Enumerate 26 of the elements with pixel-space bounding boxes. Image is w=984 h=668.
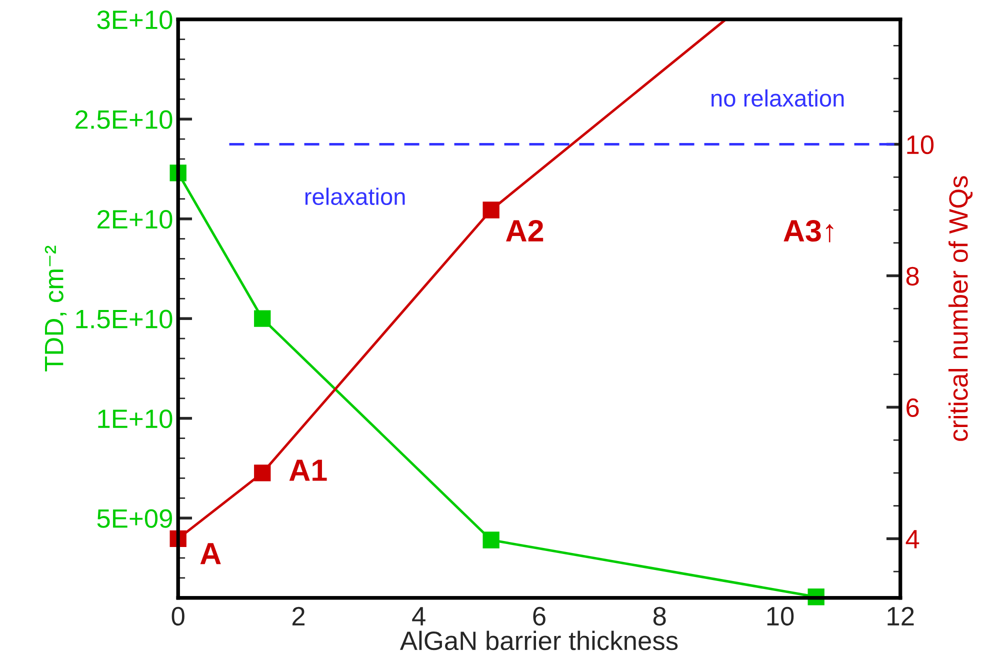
annotation: no relaxation [712, 89, 844, 107]
annotation: A3↑ [784, 220, 834, 242]
y-axis-title: TDD, cm⁻² [44, 246, 67, 372]
x-tick-label: 0 [172, 606, 184, 626]
y2-axis-title: critical number of WQs [948, 176, 973, 441]
annotation: A [200, 543, 221, 564]
x-tick-label: 12 [888, 606, 914, 626]
y-tick-label: 2.5E+10 [76, 110, 172, 129]
y-tick-label: 1E+10 [98, 409, 172, 428]
y-tick-label: 5E+09 [97, 509, 172, 528]
y2-tick-label: 6 [906, 398, 919, 418]
y-tick-label: 3E+10 [97, 10, 172, 30]
y-tick-label: 1.5E+10 [76, 310, 172, 328]
y-tick-label: 2E+10 [98, 210, 172, 229]
annotation: A2 [506, 220, 544, 242]
x-tick-label: 8 [653, 606, 666, 626]
annotation: A1 [289, 460, 327, 481]
y2-tick-label: 4 [906, 530, 920, 548]
y2-tick-label: 10 [907, 135, 934, 154]
x-tick-label: 10 [767, 606, 794, 626]
x-tick-label: 4 [412, 607, 426, 626]
y2-tick-label: 8 [906, 266, 919, 286]
x-tick-label: 2 [292, 606, 304, 626]
x-tick-label: 6 [533, 606, 546, 626]
annotation: relaxation [305, 188, 405, 206]
x-axis-title: AlGaN barrier thickness [400, 630, 678, 650]
